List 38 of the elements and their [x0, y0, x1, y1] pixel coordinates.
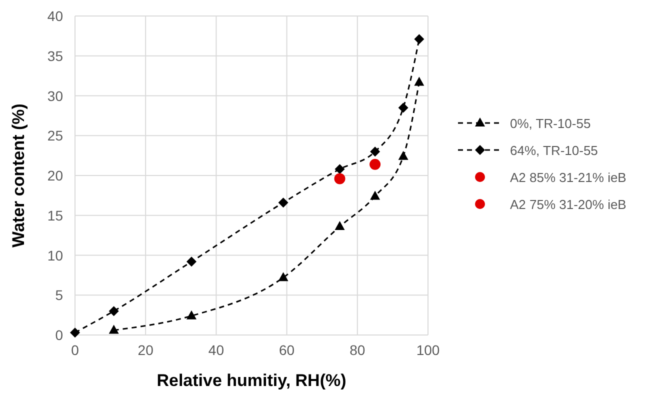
point [108, 306, 119, 316]
point [334, 173, 346, 184]
point [414, 76, 424, 86]
legend-label: A2 75% 31-20% ieB [510, 197, 626, 212]
legend-label: 0%, TR-10-55 [510, 116, 591, 131]
x-tick-label: 0 [71, 342, 80, 358]
y-tick-label: 0 [55, 327, 64, 343]
legend-label: A2 85% 31-21% ieB [510, 170, 626, 185]
y-tick-label: 40 [47, 8, 64, 24]
point [70, 328, 80, 338]
point [398, 102, 408, 113]
y-tick-label: 10 [47, 247, 64, 264]
y-tick-label: 5 [55, 287, 64, 304]
point [370, 190, 380, 200]
point [186, 256, 196, 267]
x-axis-title: Relative humitiy, RH(%) [156, 371, 346, 390]
x-tick-label: 20 [138, 342, 154, 358]
legend-label: 64%, TR-10-55 [510, 143, 598, 158]
point [398, 150, 408, 160]
point [108, 324, 119, 334]
point [370, 146, 380, 157]
y-tick-label: 35 [47, 48, 64, 64]
point [334, 164, 345, 174]
y-tick-label: 25 [47, 128, 64, 144]
point [278, 198, 288, 208]
point [278, 272, 288, 282]
x-tick-label: 60 [279, 342, 295, 358]
x-tick-label: 100 [416, 342, 440, 358]
point [186, 310, 196, 320]
point [370, 158, 381, 170]
point [414, 34, 424, 44]
y-axis-title: Water content (%) [9, 104, 28, 248]
y-tick-label: 30 [47, 88, 64, 104]
point [334, 221, 345, 230]
y-tick-label: 15 [47, 207, 64, 224]
x-tick-label: 80 [350, 342, 366, 358]
x-tick-label: 40 [208, 342, 224, 358]
y-tick-label: 20 [47, 168, 64, 184]
